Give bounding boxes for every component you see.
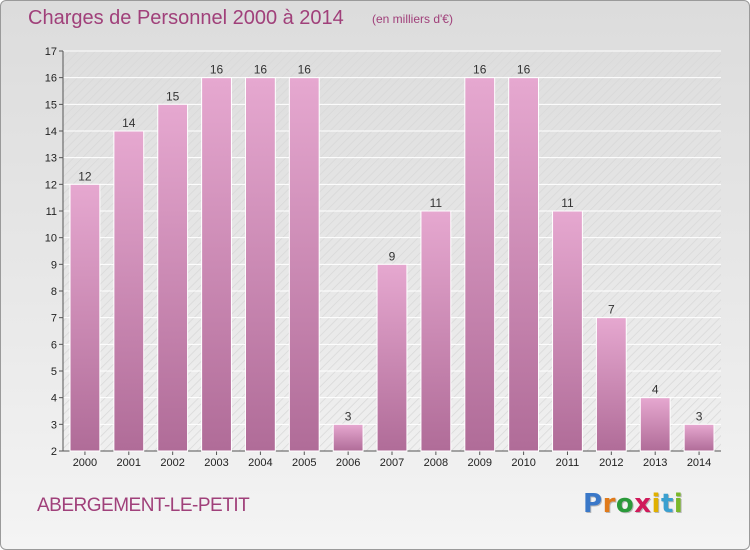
- bar: [376, 263, 408, 452]
- x-tick-label: 2008: [424, 457, 448, 469]
- x-tick-label: 2005: [292, 457, 316, 469]
- data-labels: 12 14 15 16 16 16 3 9 11 16 16 11 7 4 3: [78, 63, 702, 424]
- bar-value-label: 16: [210, 63, 224, 77]
- bar-value-label: 16: [254, 63, 268, 77]
- x-tick-label: 2013: [643, 457, 667, 469]
- bar: [420, 210, 452, 452]
- y-tick-label: 3: [51, 419, 57, 431]
- y-tick-label: 2: [51, 446, 57, 458]
- bar-value-label: 4: [652, 383, 659, 397]
- axes: 2 3 4 5 6 7 8 9 10 11 12 13 14 15 16 17 2000 2001 2002 2003…: [45, 46, 721, 469]
- bar-value-label: 12: [78, 169, 92, 183]
- logo-letter: i: [673, 489, 684, 519]
- proxiti-logo: Proxiti: [583, 489, 683, 519]
- logo-letter: i: [651, 489, 661, 519]
- bar-value-label: 3: [696, 409, 703, 423]
- y-tick-label: 11: [46, 206, 57, 218]
- bar: [288, 77, 320, 452]
- bars: [69, 77, 715, 452]
- bar: [69, 183, 101, 452]
- bar: [332, 423, 364, 452]
- x-tick-label: 2012: [599, 457, 623, 469]
- bar-value-label: 16: [517, 63, 531, 77]
- bar-value-label: 16: [473, 63, 487, 77]
- logo-letter: r: [602, 489, 616, 519]
- bar-value-label: 11: [561, 196, 574, 210]
- x-tick-label: 2007: [380, 457, 404, 469]
- bar: [683, 423, 715, 452]
- x-tick-label: 2010: [511, 457, 535, 469]
- y-tick-label: 7: [51, 313, 57, 325]
- chart-title: Charges de Personnel 2000 à 2014: [28, 7, 344, 29]
- x-tick-label: 2002: [160, 457, 184, 469]
- x-tick-label: 2001: [117, 457, 141, 469]
- x-tick-label: 2009: [467, 457, 491, 469]
- bar: [639, 397, 671, 452]
- y-tick-label: 16: [45, 73, 57, 85]
- x-tick-label: 2003: [204, 457, 228, 469]
- bar: [552, 210, 583, 452]
- chart-subtitle: (en milliers d'€): [372, 12, 453, 26]
- y-tick-label: 6: [51, 339, 57, 351]
- bar: [113, 130, 145, 452]
- bar: [157, 103, 189, 452]
- bar-value-label: 11: [430, 196, 443, 210]
- x-tick-label: 2014: [687, 457, 711, 469]
- logo-letter: o: [615, 489, 635, 519]
- bar-value-label: 15: [166, 89, 180, 103]
- bar-value-label: 3: [345, 409, 352, 423]
- x-tick-label: 2000: [73, 457, 97, 469]
- bar-value-label: 9: [389, 249, 396, 263]
- bar-value-label: 16: [298, 63, 312, 77]
- y-tick-label: 10: [45, 233, 57, 245]
- commune-name: ABERGEMENT-LE-PETIT: [37, 495, 250, 516]
- logo-letter: t: [660, 489, 674, 519]
- x-tick-label: 2006: [336, 457, 360, 469]
- y-tick-label: 8: [51, 286, 57, 298]
- x-tick-label: 2011: [556, 457, 580, 469]
- y-tick-label: 12: [45, 179, 57, 191]
- bar: [201, 77, 232, 452]
- y-tick-label: 14: [45, 126, 57, 138]
- bar-value-label: 7: [608, 303, 615, 317]
- bar: [244, 77, 276, 452]
- y-tick-label: 17: [45, 46, 57, 58]
- bar-value-label: 14: [122, 116, 136, 130]
- x-tick-label: 2004: [248, 457, 272, 469]
- y-tick-label: 5: [51, 366, 57, 378]
- y-tick-label: 13: [45, 153, 57, 165]
- bar: [595, 317, 627, 452]
- bar: [508, 77, 540, 452]
- logo-letter: P: [583, 489, 603, 519]
- y-tick-label: 15: [45, 99, 57, 111]
- bar: [464, 77, 496, 452]
- y-tick-label: 4: [51, 393, 57, 405]
- y-tick-label: 9: [51, 259, 57, 271]
- logo-letter: x: [634, 489, 652, 519]
